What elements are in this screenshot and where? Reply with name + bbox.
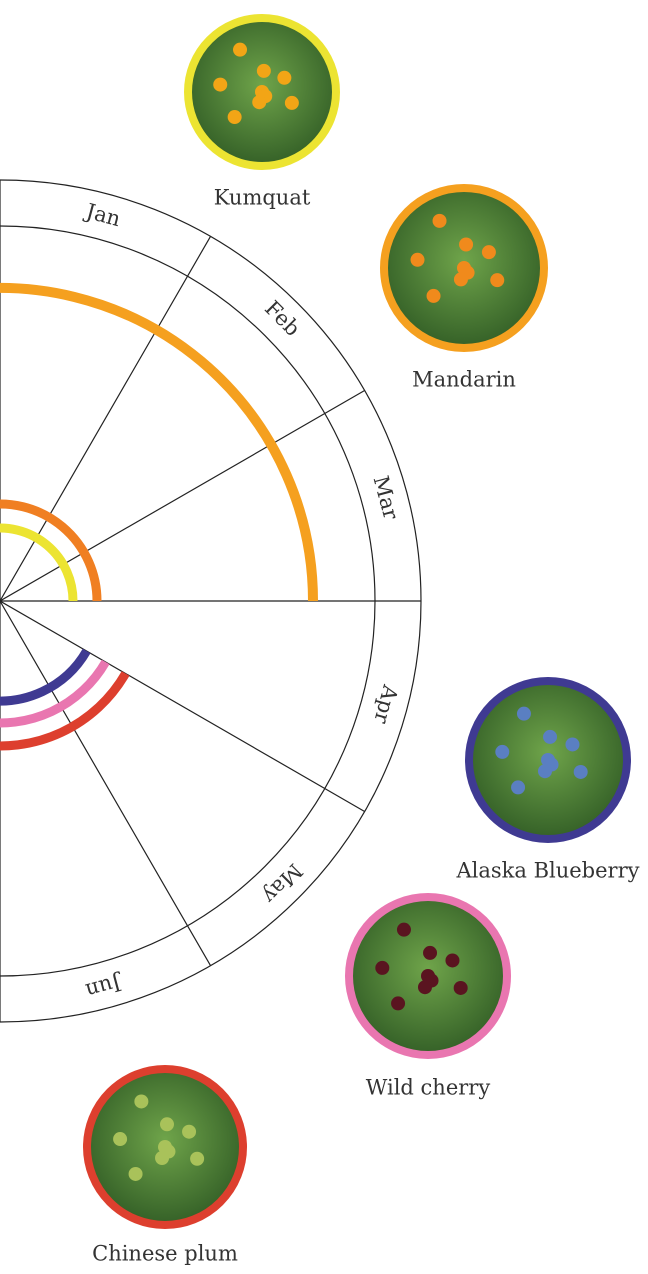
fruit-dot (159, 1117, 174, 1132)
fruit-dot (396, 922, 411, 937)
fruit-dot (391, 996, 406, 1011)
fruit-badge: Chinese plum (83, 1065, 247, 1266)
fruit-badge: Alaska Blueberry (455, 677, 640, 883)
fruit-dot (256, 63, 271, 78)
fruit-dot (453, 980, 468, 995)
month-label: Jun (83, 970, 125, 1003)
fruit-label: Wild cherry (366, 1076, 491, 1100)
fruit-dot (495, 744, 510, 759)
fruit-dot (113, 1132, 128, 1147)
fruit-dot (445, 953, 460, 968)
fruit-dot (277, 70, 292, 85)
fruit-badge: Kumquat (184, 14, 340, 210)
fruit-dot (511, 780, 526, 795)
fruit-ring (465, 677, 631, 843)
fruit-ring (380, 184, 548, 352)
month-label: Apr (369, 682, 403, 727)
season-arc (0, 659, 110, 728)
fruit-dot (227, 110, 242, 125)
fruit-dot (375, 960, 390, 975)
fruit-dot (155, 1151, 170, 1166)
fruit-dot (459, 237, 474, 252)
fruit-dot (565, 737, 580, 752)
fruit-dot (213, 77, 228, 92)
spoke (0, 600, 365, 813)
fruit-dot (490, 273, 505, 288)
fruit-dot (417, 980, 432, 995)
season-arc (0, 648, 91, 706)
month-label: Jan (82, 199, 123, 232)
fruit-dot (481, 245, 496, 260)
fruit-badge: Wild cherry (345, 893, 511, 1100)
fruit-dot (182, 1124, 197, 1139)
fruit-label: Mandarin (412, 368, 516, 392)
fruit-dot (537, 764, 552, 779)
fruit-dot (128, 1166, 143, 1181)
fruit-dot (516, 706, 531, 721)
fruit-dot (410, 252, 425, 267)
fruit-dot (252, 95, 267, 110)
fruit-dot (453, 272, 468, 287)
season-arc (0, 523, 78, 602)
month-label: Feb (260, 296, 305, 341)
fruit-ring (184, 14, 340, 170)
fruit-dot (284, 95, 299, 110)
fruit-dot (134, 1094, 149, 1109)
spoke (0, 600, 212, 966)
fruit-label: Alaska Blueberry (455, 859, 639, 883)
wheel (0, 179, 422, 1023)
season-arc (0, 499, 102, 602)
fruit-badge: Mandarin (380, 184, 548, 392)
fruit-dot (423, 945, 438, 960)
fruit-dot (573, 764, 588, 779)
season-arc (0, 283, 318, 602)
fruit-dot (543, 729, 558, 744)
fruit-ring (345, 893, 511, 1059)
fruit-label: Chinese plum (92, 1242, 238, 1266)
month-label: Mar (369, 473, 404, 523)
season-arc (0, 671, 130, 751)
fruit-label: Kumquat (214, 186, 311, 210)
fruit-dot (233, 42, 248, 57)
fruit-dot (190, 1151, 205, 1166)
fruit-dot (426, 288, 441, 303)
fruit-ring (83, 1065, 247, 1229)
fruit-dot (432, 213, 447, 228)
